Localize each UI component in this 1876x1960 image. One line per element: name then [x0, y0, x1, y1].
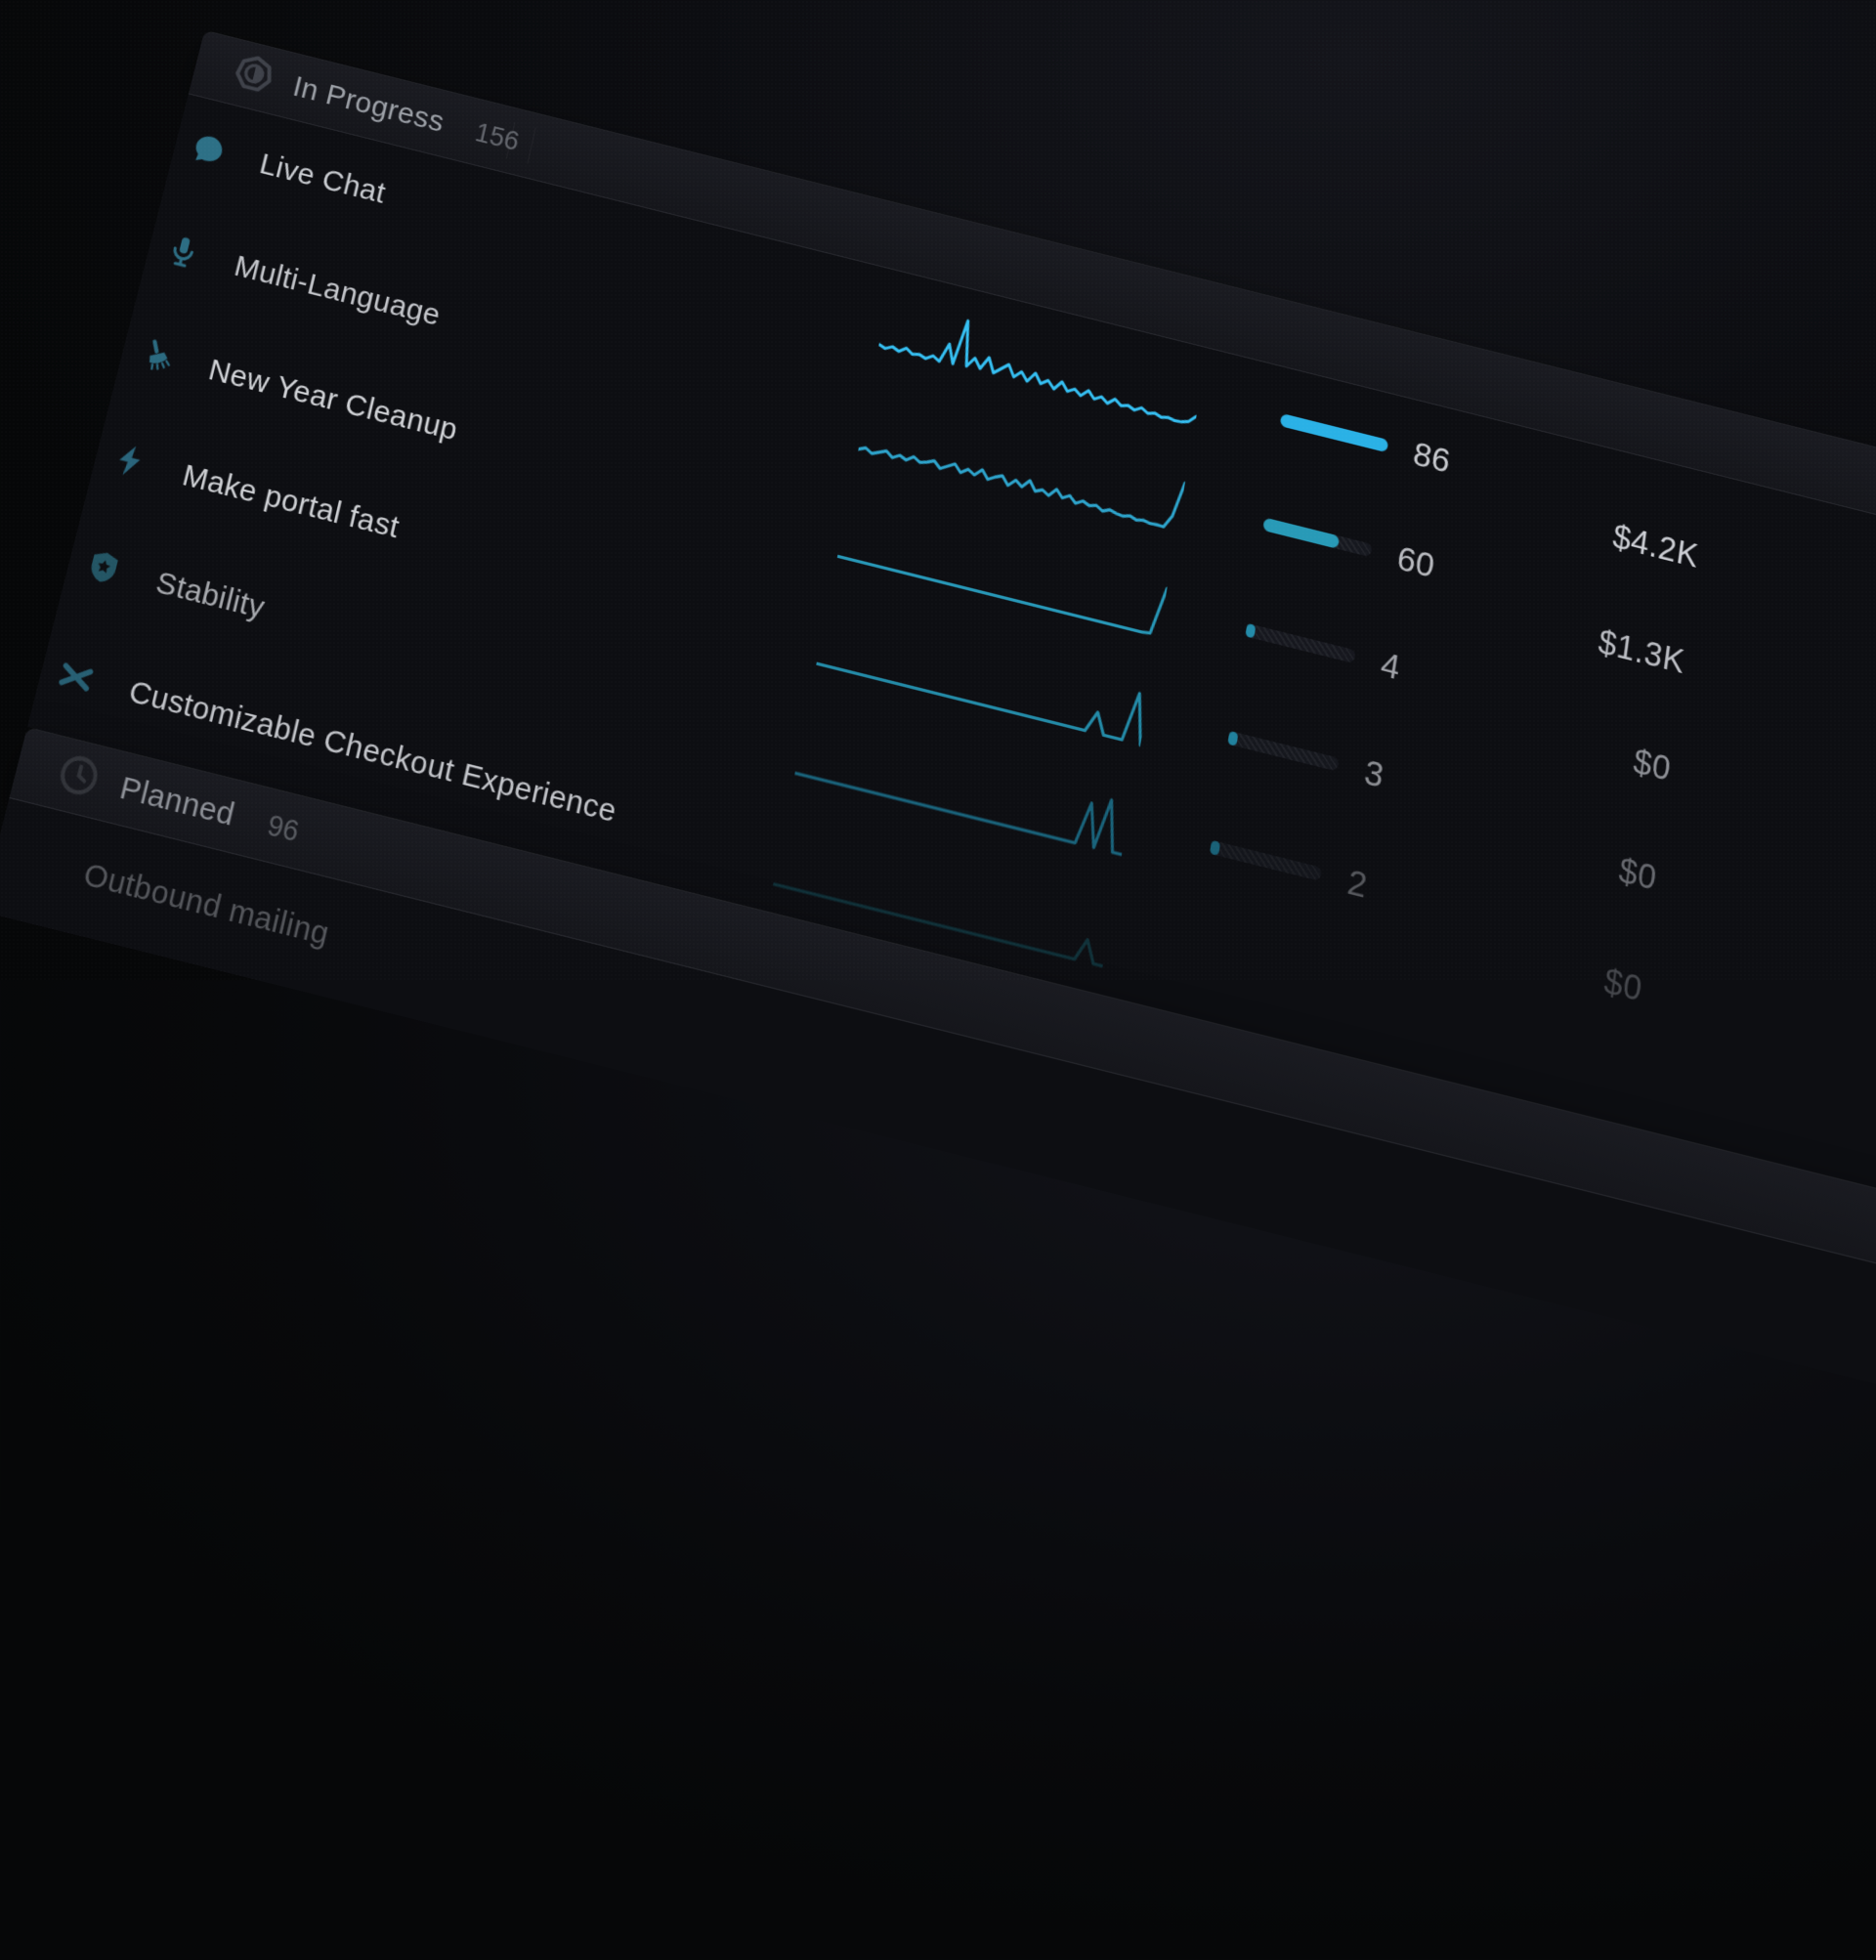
in-progress-status-icon	[227, 48, 280, 105]
votes-progress-fill	[1279, 412, 1389, 453]
votes-progress-fill	[1209, 839, 1221, 856]
vote-count: 2	[1344, 862, 1370, 907]
votes-progress-bar	[1227, 730, 1340, 772]
section-label: Planned	[116, 770, 238, 833]
post-row[interactable]: Make portal fast 3 $0	[83, 403, 1876, 1065]
post-row[interactable]: Stability 2 $0	[56, 509, 1876, 1177]
chat-bubble-icon	[188, 128, 231, 171]
votes-progress-fill	[1262, 517, 1341, 550]
post-title: Stability	[152, 565, 269, 626]
section-header-in-progress[interactable]: In Progress 156	[188, 29, 1876, 633]
post-title: Multi-Language	[231, 249, 444, 333]
broom-icon	[135, 333, 179, 377]
planned-status-icon	[50, 746, 107, 809]
post-title: Live Chat	[256, 147, 389, 211]
tilted-viewport: In Progress 156 Live Chat 86 $4.2K Multi-La…	[0, 29, 1876, 1484]
vote-count: 60	[1394, 538, 1437, 586]
vote-count: 4	[1378, 644, 1403, 688]
votes-progress-bar	[1262, 517, 1373, 558]
votes-progress-bar	[1209, 839, 1323, 881]
page-background: { "board": { "sections": [ { "label": "I…	[0, 0, 1876, 1484]
post-title: Make portal fast	[179, 457, 403, 545]
section-count: 96	[264, 808, 303, 848]
post-row[interactable]: New Year Cleanup 4 $0	[109, 298, 1876, 954]
post-row[interactable]: Multi-Language 60 $1.3K	[137, 195, 1876, 845]
in-progress-posts: Live Chat 86 $4.2K Multi-Language 60 $1.3K New…	[27, 94, 1876, 1293]
votes-progress-fill	[1227, 730, 1239, 746]
lightning-icon	[108, 439, 152, 484]
votes-progress-fill	[1245, 622, 1257, 639]
post-title: Outbound mailing	[79, 856, 333, 953]
vote-count: 3	[1361, 752, 1386, 796]
crossed-tools-icon	[54, 654, 99, 700]
post-row[interactable]: Live Chat 86 $4.2K	[162, 94, 1876, 738]
microphone-icon	[161, 230, 205, 274]
section-in-progress: In Progress 156 Live Chat 86 $4.2K Multi-La…	[27, 29, 1876, 1293]
shield-star-icon	[81, 545, 126, 591]
column-divider	[527, 127, 536, 164]
votes-progress-bar	[1245, 622, 1356, 664]
votes-progress-bar	[1279, 412, 1389, 453]
vote-count: 86	[1410, 434, 1453, 482]
